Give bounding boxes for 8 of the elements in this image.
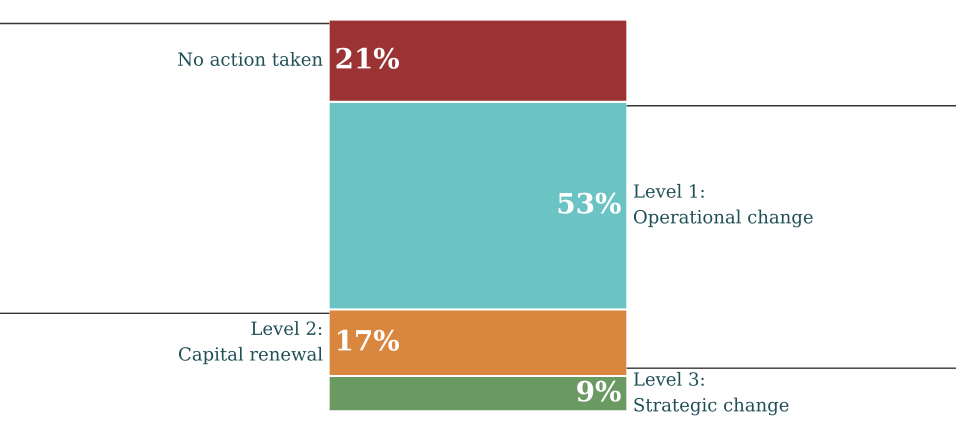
series-label: Level 3: Strategic change	[634, 372, 789, 416]
series-label: Level 1: Operational change	[634, 184, 813, 228]
data-label: 9%	[577, 380, 621, 402]
data-label: 53%	[558, 192, 621, 214]
series-label: Level 2: Capital renewal	[179, 321, 323, 364]
series-label: No action taken	[178, 52, 323, 66]
data-label: 17%	[338, 330, 399, 351]
data-label: 21%	[336, 48, 399, 69]
